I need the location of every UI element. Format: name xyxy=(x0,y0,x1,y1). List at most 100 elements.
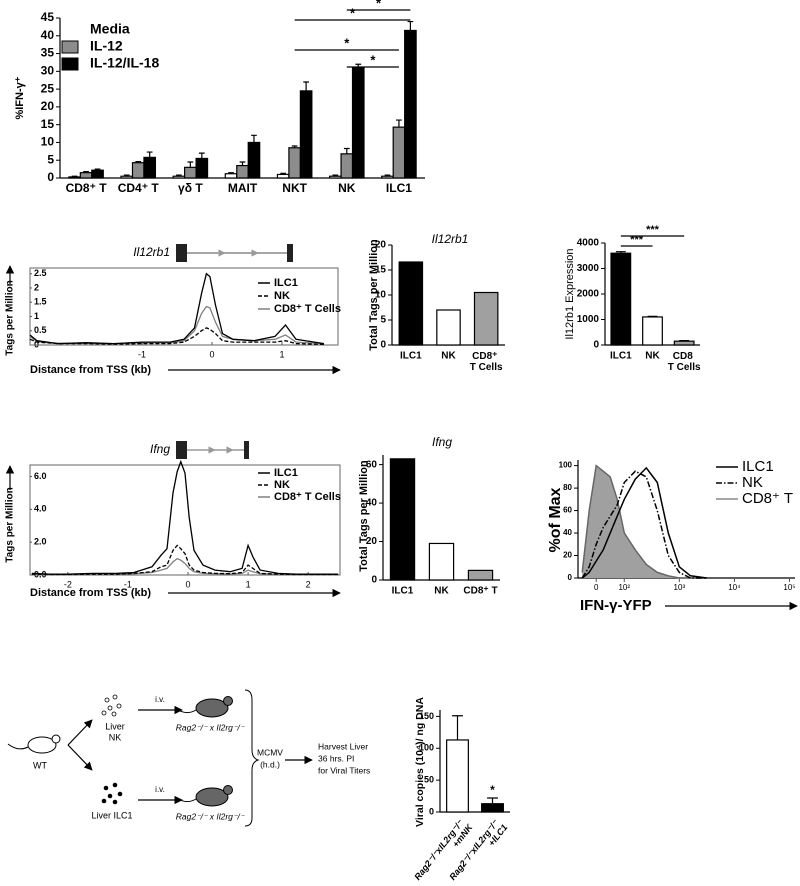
bar xyxy=(398,261,424,346)
x-tick-label: -1 xyxy=(138,349,146,359)
y-tick-label: 40 xyxy=(563,528,572,537)
x-tick-label: NK xyxy=(645,351,660,362)
y-tick-label: 6.0 xyxy=(34,471,47,481)
bar xyxy=(610,252,632,346)
bar xyxy=(473,291,499,346)
y-tick-label: 30 xyxy=(41,64,55,78)
y-tick-label: 150 xyxy=(419,711,434,721)
x-tick-label: CD8⁺ T Cells xyxy=(470,351,503,373)
significance: * xyxy=(490,783,495,797)
route-label: i.v. xyxy=(155,695,165,704)
y-tick-label: 15 xyxy=(375,265,387,276)
bar xyxy=(381,175,394,179)
y-tick-label: 5 xyxy=(47,152,54,166)
readout-label: for Viral Titers xyxy=(318,765,370,775)
x-tick-label: 0 xyxy=(594,583,599,592)
series-line xyxy=(29,327,325,346)
bar xyxy=(328,175,342,179)
x-tick-label: γδ T xyxy=(178,181,203,195)
x-tick-label: -1 xyxy=(124,579,132,589)
y-tick-label: 20 xyxy=(366,536,378,547)
infection-label: MCMV xyxy=(257,747,283,757)
x-tick-label: ILC1 xyxy=(400,351,422,362)
legend-label: IL-12 xyxy=(90,38,123,54)
y-tick-label: 0 xyxy=(380,340,386,351)
series-line xyxy=(31,544,339,576)
y-tick-label: 2 xyxy=(34,282,39,292)
brace xyxy=(244,689,260,827)
y-tick-label: 15 xyxy=(41,117,55,131)
y-tick-label: 20 xyxy=(563,551,572,560)
x-tick-label: NK xyxy=(434,586,449,597)
legend-label: ILC1 xyxy=(274,277,298,289)
y-tick-label: 2000 xyxy=(577,289,600,300)
y-tick-label: 3000 xyxy=(577,263,600,274)
cell-label: Liver xyxy=(105,721,125,731)
recipient-label: Rag2⁻/⁻ x Il2rg⁻/⁻ xyxy=(176,811,246,821)
y-tick-label: 40 xyxy=(366,498,378,509)
bar xyxy=(351,67,365,179)
mouse-icon xyxy=(174,696,233,718)
y-tick-label: 1000 xyxy=(577,314,600,325)
error-bar xyxy=(303,81,309,91)
significance: *** xyxy=(646,224,660,236)
error-bar xyxy=(198,152,205,159)
x-tick-label: NK xyxy=(338,181,356,195)
bar xyxy=(172,175,186,179)
y-tick-label: 4000 xyxy=(577,238,600,249)
y-tick-label: 0 xyxy=(429,806,434,816)
y-tick-label: 80 xyxy=(563,483,572,492)
series-line xyxy=(29,272,325,345)
series-line xyxy=(31,557,339,576)
y-tick-label: 0 xyxy=(568,573,573,582)
bar xyxy=(428,542,455,581)
y-axis-label: %IFN-γ⁺ xyxy=(14,76,26,119)
y-tick-label: 10 xyxy=(375,290,387,301)
x-tick-label: 10⁴ xyxy=(728,583,741,592)
y-tick-label: 45 xyxy=(41,10,55,24)
x-tick-label: 10² xyxy=(618,583,630,592)
y-axis-label: Total Tags per Million xyxy=(358,460,370,572)
plot-frame xyxy=(29,267,339,346)
y-tick-label: 4.0 xyxy=(34,504,47,514)
y-tick-label: 60 xyxy=(563,506,572,515)
bar xyxy=(79,172,93,179)
legend-label: CD8⁺ T Cells xyxy=(274,303,341,315)
x-tick-label: CD4⁺ T xyxy=(118,181,160,195)
schematic: WT Liver NK Liver ILC1 i.v. i.v. Rag2⁻/⁻… xyxy=(7,689,370,827)
bar xyxy=(642,316,663,346)
y-tick-label: 5 xyxy=(380,315,386,326)
series-line xyxy=(581,464,707,579)
chart-title: Il12rb1 xyxy=(432,232,469,246)
bar xyxy=(247,141,261,179)
x-tick-label: ILC1 xyxy=(610,351,632,362)
x-tick-label: NK xyxy=(441,351,456,362)
legend-label: ILC1 xyxy=(274,467,298,479)
x-tick-label: ILC1 xyxy=(392,586,414,597)
y-axis-label: Tags per Million xyxy=(5,280,16,355)
bar xyxy=(467,569,494,581)
error-bar xyxy=(343,147,350,154)
y-tick-label: 1 xyxy=(34,311,39,321)
mouse-icon xyxy=(7,734,61,754)
y-axis-label: Viral copies (10⁴)/ ng DNA xyxy=(414,697,426,827)
legend-label: NK xyxy=(274,290,290,302)
series-line xyxy=(31,459,339,575)
significance: * xyxy=(344,35,350,50)
error-bar xyxy=(487,797,498,804)
y-tick-label: 0 xyxy=(34,339,39,349)
area-fill xyxy=(582,465,707,578)
bar xyxy=(68,176,81,179)
error-bar xyxy=(396,119,402,128)
y-axis-label: Il12rb1 Expression xyxy=(564,248,576,339)
legend-swatch xyxy=(61,40,79,54)
arrow xyxy=(67,719,93,746)
bar xyxy=(446,739,469,813)
cell-label: NK xyxy=(109,732,122,742)
y-tick-label: 0 xyxy=(371,575,377,586)
bar xyxy=(673,340,695,346)
gene-title: Il12rb1 xyxy=(133,245,170,259)
error-bar xyxy=(407,20,414,31)
significance: * xyxy=(376,0,382,10)
y-tick-label: 40 xyxy=(41,28,55,42)
